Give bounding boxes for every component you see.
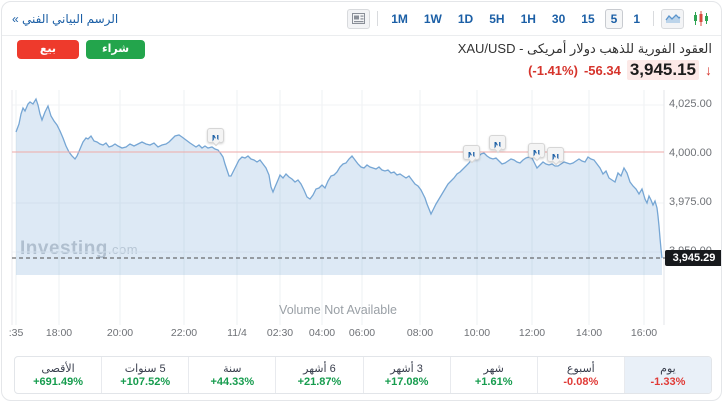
x-axis-tick: 20:00 xyxy=(106,327,134,339)
sell-button[interactable]: بيع xyxy=(17,40,79,59)
period-cell-7[interactable]: يوم -1.33% xyxy=(624,357,711,393)
toolbar: الرسم البياني الفني » 1M 1W 1D 5H 1H 30 15 5 1 xyxy=(2,2,721,36)
period-change-value: +21.87% xyxy=(297,376,342,388)
period-cell-4[interactable]: 3 أشهر +17.08% xyxy=(364,357,451,393)
news-marker-letter: N xyxy=(211,134,220,145)
news-marker-letter: N xyxy=(493,141,502,152)
price-chart[interactable]: Investing.com 4,025.00 4,000.00 3,975.00 3,… xyxy=(2,86,722,358)
y-axis-tick: 3,975.00 xyxy=(669,196,712,208)
period-performance-bar: الأقصى +691.49% 5 سنوات +107.52% سنة +44.33% 6… xyxy=(14,356,712,394)
chart-canvas[interactable] xyxy=(2,86,722,358)
x-axis-tick: 14:00 xyxy=(575,327,603,339)
x-axis-tick: 06:00 xyxy=(348,327,376,339)
area-chart-icon xyxy=(664,14,680,23)
period-label: 6 أشهر xyxy=(303,363,336,375)
period-change-value: +691.49% xyxy=(33,376,83,388)
price-area-fill xyxy=(16,99,662,275)
last-price: 3,945.15 xyxy=(626,60,699,80)
period-change-value: +1.61% xyxy=(474,376,513,388)
period-cell-5[interactable]: شهر +1.61% xyxy=(451,357,538,393)
news-marker-letter: N xyxy=(551,153,560,164)
period-change-value: +107.52% xyxy=(120,376,171,388)
news-marker[interactable]: N xyxy=(528,143,545,160)
x-axis-tick: 16:00 xyxy=(630,327,658,339)
period-label: شهر xyxy=(483,363,504,375)
candlestick-chart-type-button[interactable] xyxy=(691,9,711,29)
news-marker-letter: N xyxy=(532,149,541,160)
x-axis-tick: 08:00 xyxy=(406,327,434,339)
timeframe-5h[interactable]: 5H xyxy=(483,9,510,29)
timeframe-1h[interactable]: 1H xyxy=(515,9,542,29)
change-percent: (-1.41%) xyxy=(528,62,578,78)
timeframe-1d[interactable]: 1D xyxy=(452,9,479,29)
period-label: يوم xyxy=(660,363,676,375)
period-label: 5 سنوات xyxy=(124,363,166,375)
toolbar-controls: 1M 1W 1D 5H 1H 30 15 5 1 xyxy=(347,8,711,29)
x-axis-tick: 02:30 xyxy=(266,327,294,339)
news-icon xyxy=(352,13,366,24)
x-axis-tick: 10:00 xyxy=(463,327,491,339)
period-label: الأقصى xyxy=(41,363,75,375)
period-change-value: +17.08% xyxy=(384,376,429,388)
news-marker[interactable]: N xyxy=(489,135,506,152)
volume-note: Volume Not Available xyxy=(279,303,397,317)
horizontal-gridlines xyxy=(12,104,664,253)
period-label: سنة xyxy=(223,363,242,375)
instrument-header: العقود الفورية للذهب دولار أمريكى - XAU/… xyxy=(458,41,712,80)
candlestick-chart-icon xyxy=(694,11,708,26)
timeframe-1m[interactable]: 1M xyxy=(385,9,414,29)
x-axis-tick: :35 xyxy=(8,327,24,339)
vertical-gridlines xyxy=(15,90,645,325)
timeframe-15[interactable]: 15 xyxy=(575,9,600,29)
period-change-value: -0.08% xyxy=(563,376,599,388)
news-events-button[interactable] xyxy=(347,8,371,29)
timeframe-30[interactable]: 30 xyxy=(546,9,571,29)
area-chart-type-button[interactable] xyxy=(661,8,684,29)
period-cell-1[interactable]: 5 سنوات +107.52% xyxy=(102,357,190,393)
timeframe-1w[interactable]: 1W xyxy=(418,9,448,29)
y-axis-tick: 4,000.00 xyxy=(669,147,712,159)
period-cell-3[interactable]: 6 أشهر +21.87% xyxy=(276,357,364,393)
timeframe-5[interactable]: 5 xyxy=(604,8,624,29)
period-change-value: -1.33% xyxy=(650,376,686,388)
period-cell-6[interactable]: أسبوع -0.08% xyxy=(538,357,625,393)
period-change-value: +44.33% xyxy=(210,376,255,388)
timeframe-1[interactable]: 1 xyxy=(627,9,646,29)
last-price-badge: 3,945.29 xyxy=(665,250,721,266)
watermark: Investing.com xyxy=(20,238,138,260)
period-cell-0[interactable]: الأقصى +691.49% xyxy=(15,357,103,393)
buy-button[interactable]: شراء xyxy=(86,40,145,59)
news-marker[interactable]: N xyxy=(463,145,480,162)
news-marker-letter: N xyxy=(467,151,476,162)
timeframe-group: 1M 1W 1D 5H 1H 30 15 5 1 xyxy=(385,8,646,29)
period-label: 3 أشهر xyxy=(390,363,423,375)
news-marker[interactable]: N xyxy=(547,147,564,164)
x-axis-tick: 22:00 xyxy=(170,327,198,339)
technical-chart-link[interactable]: الرسم البياني الفني » xyxy=(12,11,119,26)
price-line xyxy=(15,97,663,259)
news-marker[interactable]: N xyxy=(207,128,224,145)
toolbar-divider xyxy=(653,11,654,26)
y-axis-tick: 4,025.00 xyxy=(669,98,712,110)
down-arrow-icon: ↓ xyxy=(705,62,712,78)
x-axis-tick: 12:00 xyxy=(518,327,546,339)
x-axis-tick: 11/4 xyxy=(227,327,247,339)
instrument-title: العقود الفورية للذهب دولار أمريكى - XAU/… xyxy=(457,41,712,56)
x-axis-tick: 18:00 xyxy=(45,327,73,339)
x-axis-tick: 04:00 xyxy=(308,327,336,339)
change-value: -56.34 xyxy=(583,62,621,78)
toolbar-divider xyxy=(377,11,379,26)
period-cell-2[interactable]: سنة +44.33% xyxy=(189,357,277,393)
price-row: (-1.41%) -56.34 3,945.15 ↓ xyxy=(458,60,712,80)
period-label: أسبوع xyxy=(566,363,595,375)
